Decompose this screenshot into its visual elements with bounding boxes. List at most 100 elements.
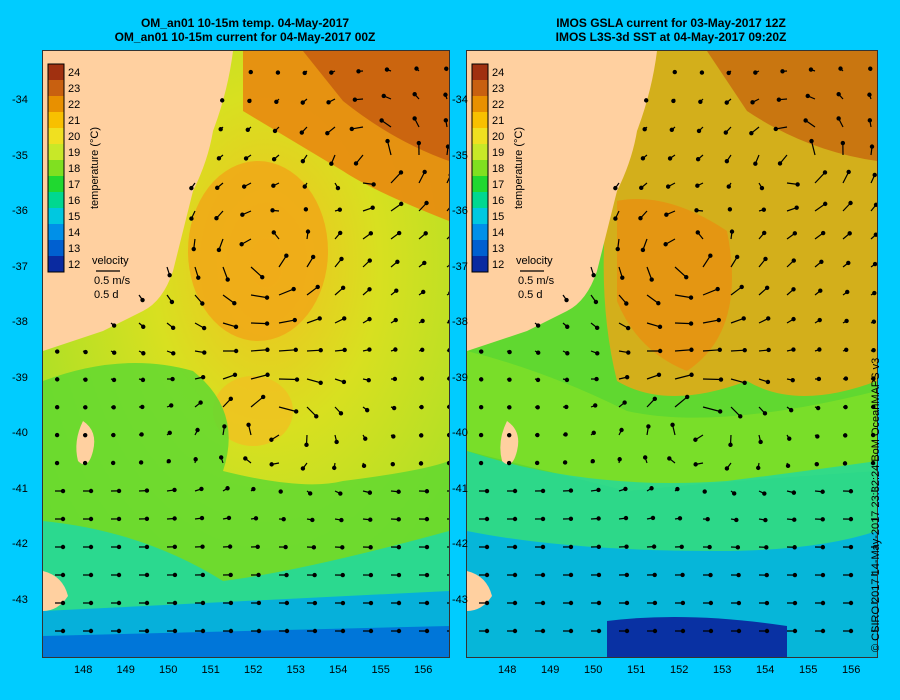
current-arrow-head bbox=[479, 349, 484, 354]
current-arrow-head bbox=[622, 400, 627, 405]
current-arrow-head bbox=[689, 347, 694, 352]
current-arrow-head bbox=[753, 70, 758, 75]
current-arrow bbox=[702, 378, 722, 381]
current-arrow-head bbox=[809, 138, 814, 144]
current-arrow-head bbox=[199, 486, 204, 492]
current-arrow-head bbox=[652, 572, 657, 578]
current-arrow-head bbox=[695, 156, 701, 162]
colorbar-tick-label: 15 bbox=[68, 211, 80, 223]
current-arrow-head bbox=[337, 207, 343, 212]
current-arrow bbox=[250, 322, 268, 325]
current-arrow-head bbox=[535, 377, 541, 383]
current-arrow-head bbox=[484, 572, 490, 578]
current-arrow-head bbox=[619, 427, 624, 433]
colorbar-segment bbox=[472, 96, 488, 112]
current-arrow-head bbox=[111, 432, 116, 438]
colorbar-segment bbox=[472, 144, 488, 160]
left-current-arrows bbox=[54, 66, 449, 634]
current-arrow-head bbox=[302, 184, 307, 189]
current-arrow-head bbox=[684, 274, 689, 280]
colorbar-tick-label: 18 bbox=[68, 163, 80, 175]
current-arrow bbox=[446, 236, 449, 240]
current-arrow-head bbox=[736, 572, 741, 578]
current-arrow-head bbox=[871, 319, 877, 324]
current-arrow-head bbox=[568, 488, 574, 493]
current-arrow-head bbox=[293, 409, 299, 414]
current-arrow-head bbox=[368, 231, 374, 236]
current-arrow-head bbox=[329, 70, 334, 75]
current-arrow-head bbox=[761, 207, 767, 212]
current-arrow-head bbox=[594, 325, 600, 331]
current-arrow-head bbox=[253, 516, 259, 521]
current-arrow-head bbox=[225, 277, 230, 282]
current-arrow-head bbox=[846, 260, 851, 266]
current-arrow-head bbox=[624, 572, 630, 578]
current-arrow-head bbox=[419, 433, 424, 438]
current-arrow-head bbox=[873, 202, 877, 207]
current-arrow-head bbox=[536, 350, 541, 355]
current-arrow-head bbox=[202, 350, 207, 355]
credit-text: © CSIRO 2017 14-May-2017 23:32:24 BoM Oc… bbox=[870, 357, 882, 652]
current-arrow-head bbox=[741, 316, 746, 321]
current-arrow bbox=[674, 322, 692, 325]
velocity-key-text: 0.5 m/s bbox=[518, 275, 555, 287]
current-arrow-head bbox=[222, 424, 227, 429]
current-arrow-head bbox=[391, 405, 397, 411]
current-arrow-head bbox=[233, 348, 239, 354]
current-arrow-head bbox=[172, 600, 178, 606]
current-arrow-head bbox=[140, 404, 145, 410]
current-arrow-head bbox=[764, 572, 769, 578]
y-tick-label: -42 bbox=[452, 538, 468, 550]
current-arrow-head bbox=[708, 628, 714, 634]
current-arrow-head bbox=[232, 301, 237, 306]
colorbar-segment bbox=[48, 208, 64, 224]
current-arrow-head bbox=[447, 348, 449, 353]
current-arrow-head bbox=[260, 394, 266, 400]
current-arrow-head bbox=[418, 461, 424, 466]
current-arrow-head bbox=[649, 486, 654, 491]
current-arrow-head bbox=[596, 487, 601, 493]
current-arrow-head bbox=[617, 457, 622, 462]
current-arrow-head bbox=[657, 324, 663, 330]
x-tick-label: 152 bbox=[244, 664, 263, 676]
current-arrow-head bbox=[339, 256, 344, 262]
x-tick-label: 150 bbox=[159, 664, 178, 676]
current-arrow-head bbox=[736, 628, 742, 634]
current-arrow-head bbox=[240, 212, 245, 217]
current-arrow-head bbox=[507, 405, 512, 410]
current-arrow-head bbox=[840, 140, 846, 146]
current-arrow-head bbox=[693, 437, 698, 442]
current-arrow-head bbox=[765, 379, 771, 385]
current-arrow-head bbox=[245, 127, 251, 132]
current-arrow-head bbox=[341, 379, 347, 385]
current-arrow-head bbox=[246, 422, 251, 428]
current-arrow-head bbox=[562, 460, 568, 465]
current-arrow-head bbox=[392, 376, 398, 382]
current-arrow-head bbox=[625, 325, 631, 331]
current-arrow-head bbox=[447, 376, 449, 381]
current-arrow-head bbox=[764, 285, 770, 291]
current-arrow-head bbox=[312, 628, 318, 634]
current-arrow-head bbox=[167, 430, 172, 436]
colorbar-segment bbox=[472, 160, 488, 176]
current-arrow bbox=[278, 255, 287, 268]
current-arrow bbox=[674, 294, 692, 299]
current-arrow-head bbox=[726, 70, 731, 76]
current-arrow-head bbox=[792, 572, 798, 578]
current-arrow-head bbox=[596, 572, 602, 578]
colorbar-segment bbox=[472, 240, 488, 256]
current-arrow-head bbox=[55, 349, 60, 354]
current-arrow-head bbox=[88, 600, 94, 606]
current-arrow-head bbox=[624, 600, 630, 606]
current-arrow-head bbox=[232, 372, 238, 377]
current-arrow-head bbox=[255, 544, 260, 549]
colorbar-tick-label: 22 bbox=[68, 99, 80, 111]
current-arrow-head bbox=[170, 325, 176, 331]
current-arrow-head bbox=[848, 516, 854, 522]
current-arrow-head bbox=[739, 284, 744, 290]
current-arrow-head bbox=[484, 488, 490, 494]
current-arrow-head bbox=[367, 347, 372, 352]
current-arrow-head bbox=[742, 347, 747, 353]
current-arrow-head bbox=[705, 516, 710, 522]
current-arrow-head bbox=[112, 350, 117, 355]
